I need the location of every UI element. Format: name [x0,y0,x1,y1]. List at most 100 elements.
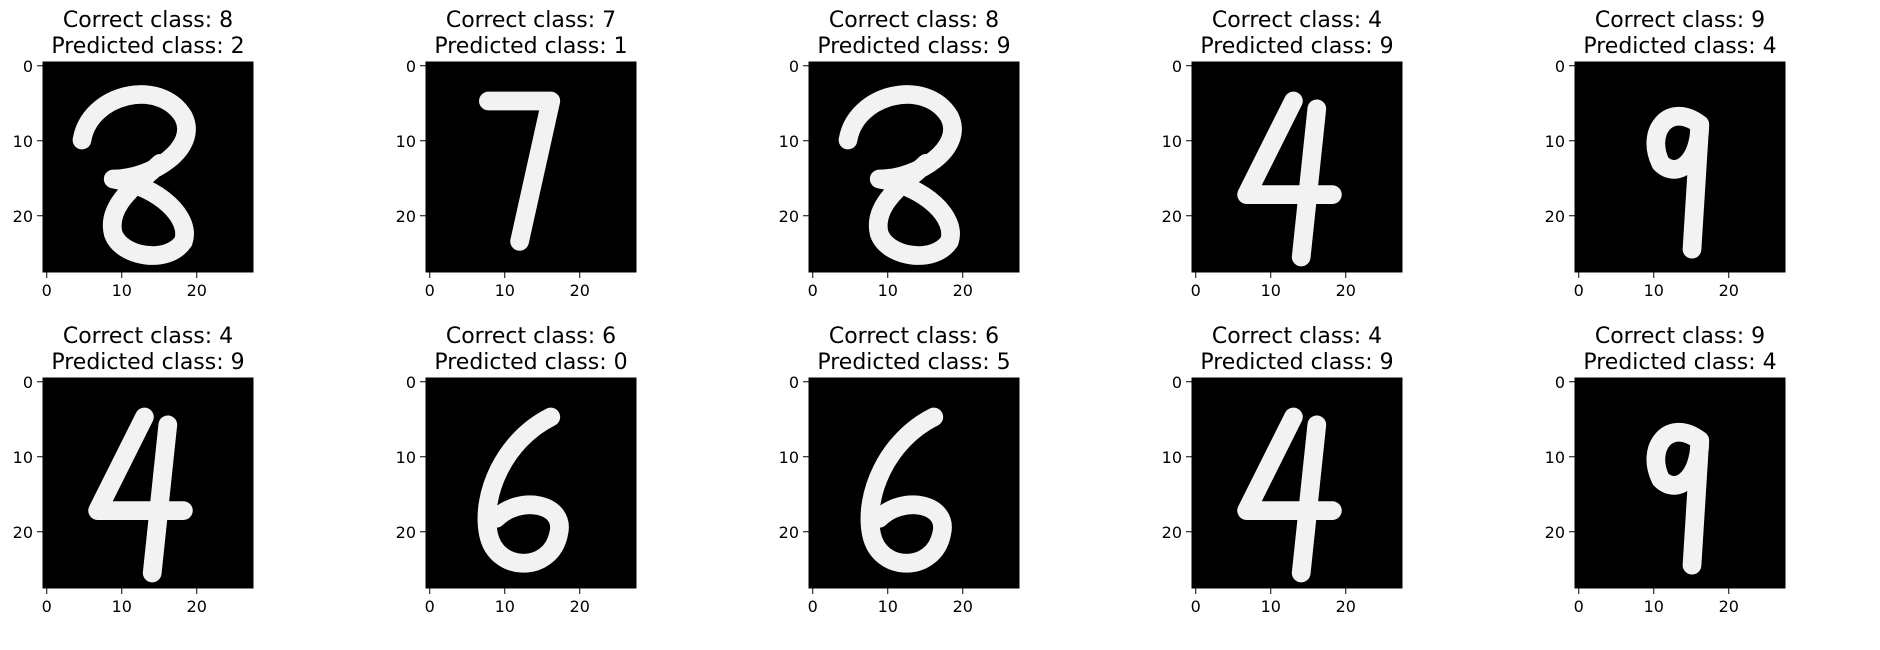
predicted-class-title: Predicted class: 2 [51,34,244,59]
correct-class-title: Correct class: 9 [1595,8,1765,33]
digit-stroke [1237,91,1342,267]
y-tick-label: 10 [1545,132,1565,151]
y-tick-label: 10 [13,132,33,151]
y-tick-label: 20 [779,207,799,226]
predicted-class-title: Predicted class: 0 [434,350,627,375]
axes-frame [425,377,637,589]
predicted-class-title: Predicted class: 1 [434,34,627,59]
axes-frame [808,61,1020,273]
y-tick-label: 10 [13,448,33,467]
digit-stroke [838,85,962,265]
correct-class-title: Correct class: 8 [829,8,999,33]
x-tick-label: 20 [953,281,973,300]
correct-class-title: Correct class: 8 [63,8,233,33]
predicted-class-title: Predicted class: 9 [51,350,244,375]
predicted-class-title: Predicted class: 4 [1583,350,1776,375]
y-tick-label: 0 [1555,57,1565,76]
y-tick-label: 10 [1162,448,1182,467]
y-tick-label: 20 [396,207,416,226]
correct-class-title: Correct class: 9 [1595,324,1765,349]
x-tick-label: 0 [808,281,818,300]
x-tick-label: 20 [1336,597,1356,616]
x-tick-label: 0 [425,597,435,616]
correct-class-title: Correct class: 7 [446,8,616,33]
y-tick-label: 20 [1545,207,1565,226]
predicted-class-title: Predicted class: 9 [817,34,1010,59]
x-tick-label: 0 [1191,597,1201,616]
axes-frame [808,377,1020,589]
digit-stroke [72,85,196,265]
y-tick-label: 20 [779,523,799,542]
axes-frame [1191,61,1403,273]
predicted-class-title: Predicted class: 9 [1200,350,1393,375]
x-tick-label: 0 [1191,281,1201,300]
x-tick-label: 20 [187,281,207,300]
y-tick-label: 10 [1545,448,1565,467]
y-tick-label: 20 [1162,523,1182,542]
x-tick-label: 20 [570,597,590,616]
y-tick-label: 10 [779,132,799,151]
y-tick-label: 0 [789,373,799,392]
y-tick-label: 10 [1162,132,1182,151]
axes-frame [1574,377,1786,589]
y-tick-label: 20 [396,523,416,542]
y-tick-label: 0 [406,373,416,392]
correct-class-title: Correct class: 4 [1212,324,1382,349]
x-tick-label: 20 [1336,281,1356,300]
x-tick-label: 0 [1574,597,1584,616]
x-tick-label: 10 [495,281,515,300]
predicted-class-title: Predicted class: 4 [1583,34,1776,59]
y-tick-label: 0 [789,57,799,76]
axes-frame [1574,61,1786,273]
y-tick-label: 20 [13,523,33,542]
x-tick-label: 20 [1719,597,1739,616]
x-tick-label: 10 [112,597,132,616]
digit-stroke [477,407,569,573]
axes-frame [42,377,254,589]
x-tick-label: 10 [112,281,132,300]
y-tick-label: 0 [406,57,416,76]
digit-stroke [1237,407,1342,583]
x-tick-label: 20 [187,597,207,616]
correct-class-title: Correct class: 6 [829,324,999,349]
x-tick-label: 10 [878,597,898,616]
predicted-class-title: Predicted class: 9 [1200,34,1393,59]
y-tick-label: 10 [396,448,416,467]
y-tick-label: 20 [1545,523,1565,542]
x-tick-label: 0 [808,597,818,616]
y-tick-label: 0 [23,373,33,392]
x-tick-label: 10 [495,597,515,616]
x-tick-label: 10 [1261,281,1281,300]
y-tick-label: 20 [13,207,33,226]
x-tick-label: 0 [1574,281,1584,300]
y-tick-label: 10 [396,132,416,151]
y-tick-label: 0 [1172,373,1182,392]
correct-class-title: Correct class: 6 [446,324,616,349]
x-tick-label: 10 [878,281,898,300]
predicted-class-title: Predicted class: 5 [817,350,1010,375]
digit-stroke [860,407,952,573]
axes-frame [1191,377,1403,589]
y-tick-label: 10 [779,448,799,467]
digit-stroke [88,407,193,583]
digit-stroke [1646,106,1710,259]
correct-class-title: Correct class: 4 [63,324,233,349]
y-tick-label: 20 [1162,207,1182,226]
x-tick-label: 10 [1644,597,1664,616]
axes-frame [425,61,637,273]
digit-stroke [479,91,561,251]
x-tick-label: 20 [570,281,590,300]
correct-class-title: Correct class: 4 [1212,8,1382,33]
y-tick-label: 0 [1555,373,1565,392]
